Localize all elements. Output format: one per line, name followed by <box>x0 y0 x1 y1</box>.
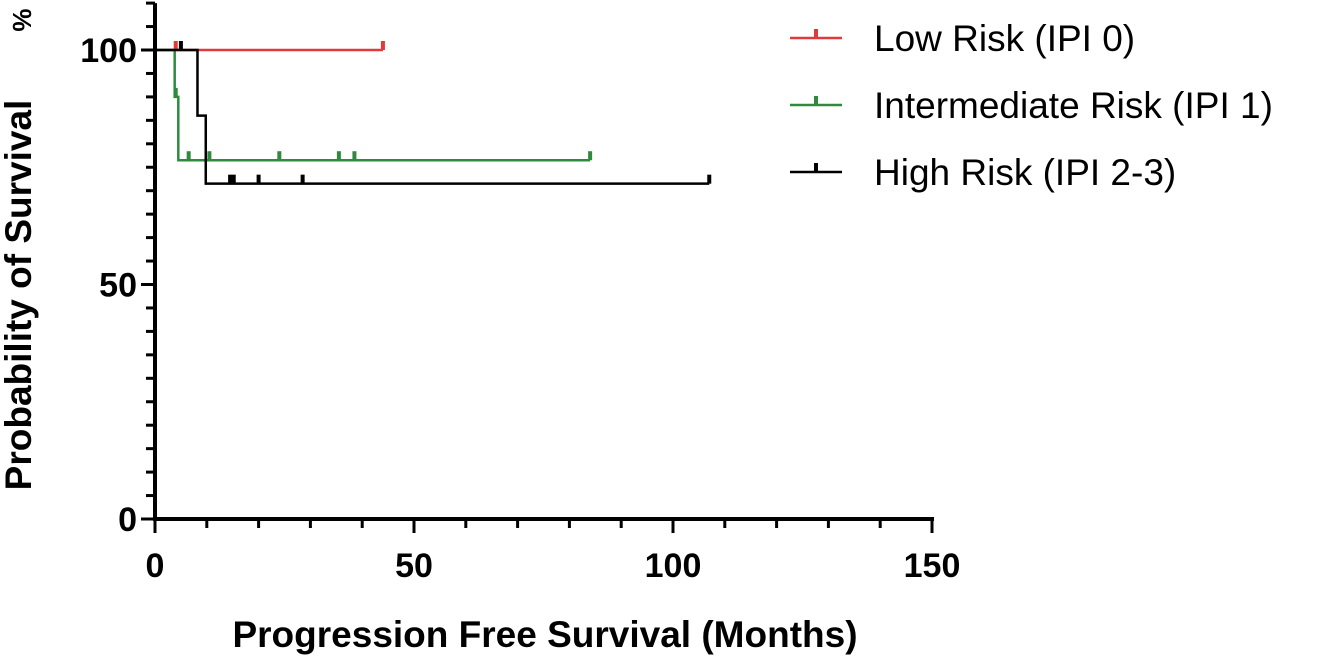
legend-entry: High Risk (IPI 2-3) <box>790 152 1176 193</box>
x-tick-label: 0 <box>146 547 165 585</box>
series-line <box>155 48 591 162</box>
legend-label: Low Risk (IPI 0) <box>874 18 1135 59</box>
y-tick-label: 50 <box>99 267 137 305</box>
axis-ticks: 0 50 100 0 50 100 150 <box>80 1 961 585</box>
series-1 <box>155 48 593 162</box>
legend-label: High Risk (IPI 2-3) <box>874 152 1176 193</box>
x-tick-label: 50 <box>395 547 433 585</box>
series-0 <box>155 41 385 52</box>
y-axis-title: Probability of Survival <box>0 100 39 491</box>
x-tick-label: 100 <box>645 547 702 585</box>
legend-entry: Intermediate Risk (IPI 1) <box>790 85 1273 126</box>
legend-entry: Low Risk (IPI 0) <box>790 18 1135 59</box>
y-axis-unit: % <box>7 8 37 31</box>
y-tick-label: 100 <box>80 32 137 70</box>
legend: Low Risk (IPI 0) Intermediate Risk (IPI 1… <box>790 18 1273 193</box>
x-axis-title: Progression Free Survival (Months) <box>232 614 857 655</box>
series-2 <box>155 41 712 185</box>
axes <box>153 3 934 521</box>
legend-label: Intermediate Risk (IPI 1) <box>874 85 1273 126</box>
y-axis-unit-group: % <box>7 8 37 31</box>
y-tick-label: 0 <box>118 501 137 539</box>
plot-area <box>155 41 712 185</box>
x-tick-label: 150 <box>904 547 961 585</box>
series-line <box>155 48 710 185</box>
y-axis-title-group: Probability of Survival <box>0 100 39 491</box>
